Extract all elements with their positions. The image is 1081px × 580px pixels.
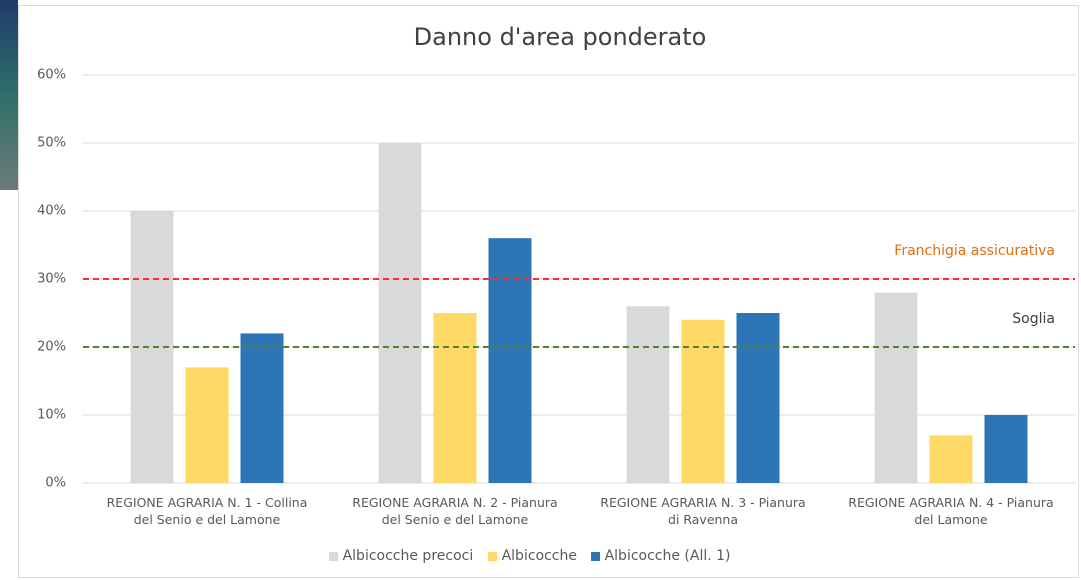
legend-swatch <box>591 552 600 561</box>
legend-item: Albicocche (All. 1) <box>591 548 731 564</box>
bar <box>930 435 973 483</box>
x-tick-label: REGIONE AGRARIA N. 4 - Pianura del Lamon… <box>826 494 1076 528</box>
x-tick-label: REGIONE AGRARIA N. 1 - Collina del Senio… <box>82 494 332 528</box>
legend-label: Albicocche (All. 1) <box>605 548 731 564</box>
y-tick-label: 30% <box>37 272 66 287</box>
reference-label: Soglia <box>1012 311 1055 327</box>
bar <box>241 333 284 483</box>
page: Danno d'area ponderato 0% 10% 20% 30% 40% 50%… <box>0 0 1081 580</box>
bar <box>985 415 1028 483</box>
background-image <box>0 0 18 190</box>
bar <box>434 313 477 483</box>
legend-swatch <box>488 552 497 561</box>
bar <box>682 320 725 483</box>
bar <box>737 313 780 483</box>
bar <box>489 238 532 483</box>
y-tick-label: 10% <box>37 408 66 423</box>
y-tick-label: 50% <box>37 136 66 151</box>
y-tick-label: 40% <box>37 204 66 219</box>
legend-swatch <box>329 552 338 561</box>
y-tick-label: 0% <box>45 476 66 491</box>
chart-frame <box>19 6 1079 578</box>
bar <box>627 306 670 483</box>
legend-label: Albicocche precoci <box>343 548 474 564</box>
bar <box>379 143 422 483</box>
y-tick-label: 20% <box>37 340 66 355</box>
bar <box>875 293 918 483</box>
chart: Danno d'area ponderato 0% 10% 20% 30% 40% 50%… <box>0 0 1081 580</box>
legend-item: Albicocche <box>488 548 577 564</box>
chart-title: Danno d'area ponderato <box>414 23 707 51</box>
bar <box>186 367 229 483</box>
x-tick-label: REGIONE AGRARIA N. 2 - Pianura del Senio… <box>330 494 580 528</box>
x-tick-label: REGIONE AGRARIA N. 3 - Pianura di Ravenn… <box>578 494 828 528</box>
legend-item: Albicocche precoci <box>329 548 474 564</box>
reference-label: Franchigia assicurativa <box>894 243 1055 259</box>
legend-label: Albicocche <box>502 548 577 564</box>
y-tick-label: 60% <box>37 68 66 83</box>
